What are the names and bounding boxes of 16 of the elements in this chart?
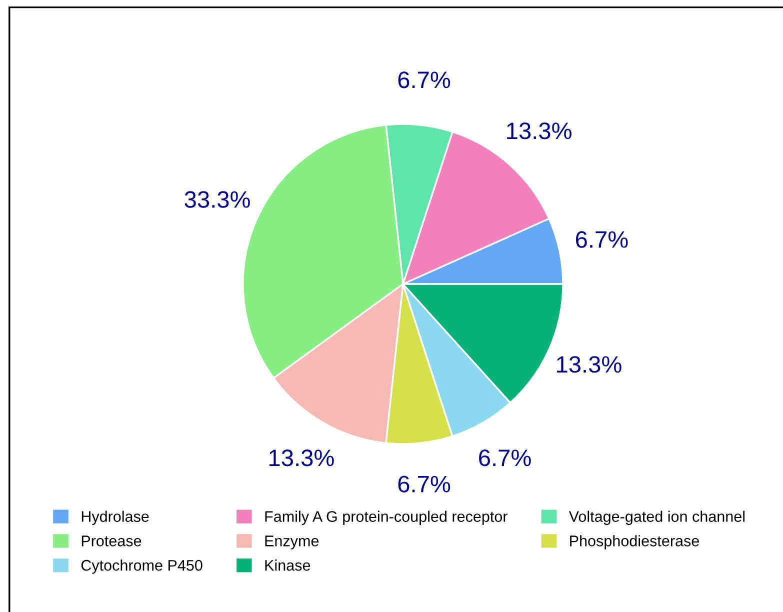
legend-label: Phosphodiesterase xyxy=(570,535,699,550)
legend-label: Voltage-gated ion channel xyxy=(568,510,745,525)
data-label: 13.3% xyxy=(557,356,622,373)
legend-label: Kinase xyxy=(265,560,310,571)
data-label: 33.3% xyxy=(184,191,250,208)
data-label: 13.3% xyxy=(507,122,572,140)
legend-label: Cytochrome P450 xyxy=(81,560,202,574)
legend-label: Family A G protein-coupled receptor xyxy=(265,510,508,525)
data-label: 6.7% xyxy=(398,476,450,492)
data-label: 13.3% xyxy=(270,449,334,466)
data-label: 6.7% xyxy=(479,449,531,466)
data-label: 6.7% xyxy=(576,231,628,248)
legend-label: Hydrolase xyxy=(82,510,149,525)
legend-label: Enzyme xyxy=(265,536,319,550)
data-label: 6.7% xyxy=(398,72,450,88)
legend-label: Protease xyxy=(82,536,142,546)
